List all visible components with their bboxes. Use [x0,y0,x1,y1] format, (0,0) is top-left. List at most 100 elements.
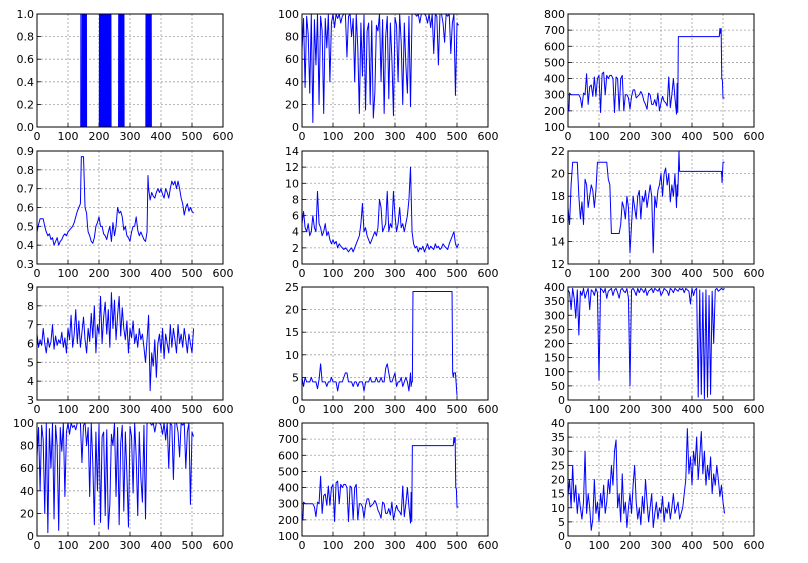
subplot-1: 0 100 200 300 400 500 600 0.0 0.2 0.4 0.6 0.8 1.0 [17,8,234,143]
x-tick-label: 100 [58,403,79,416]
x-tick-label: 300 [120,403,141,416]
y-tick-label: 6 [27,338,34,351]
y-tick-label: 100 [544,121,565,134]
y-tick-label: 6 [292,210,299,223]
x-tick-label: 100 [323,403,344,416]
y-tick-label: 0.4 [17,76,35,89]
y-tick-label: 0 [27,530,34,543]
x-tick-label: 300 [385,267,406,280]
x-tick-label: 0 [299,267,306,280]
x-tick-label: 400 [416,267,437,280]
y-tick-label: 20 [285,304,299,317]
series-line [37,423,195,534]
y-tick-label: 25 [285,281,299,294]
x-tick-label: 0 [34,267,41,280]
y-tick-label: 600 [278,449,299,462]
x-tick-label: 600 [478,267,499,280]
x-tick-label: 500 [182,130,203,143]
x-tick-label: 600 [213,403,234,416]
plot-frame [567,422,755,537]
x-tick-label: 300 [120,539,141,552]
y-tick-label: 12 [285,161,299,174]
y-tick-label: 40 [285,76,299,89]
y-tick-label: 20 [551,168,565,181]
series-line [37,156,194,246]
x-tick-label: 300 [651,539,672,552]
y-tick-label: 350 [544,295,565,308]
y-tick-label: 200 [544,105,565,118]
x-tick-label: 100 [323,267,344,280]
subplot-10: 0 100 200 300 400 500 600 0 20 40 60 80 100 [13,417,234,552]
x-tick-label: 100 [323,539,344,552]
y-tick-label: 8 [27,300,34,313]
plot-frame [301,13,489,128]
y-tick-label: 80 [285,31,299,44]
plot-frame [301,150,489,265]
y-tick-label: 16 [551,213,565,226]
x-tick-label: 600 [213,539,234,552]
x-tick-label: 500 [713,267,734,280]
x-tick-label: 200 [89,403,110,416]
y-tick-label: 100 [278,8,299,21]
x-tick-label: 300 [385,539,406,552]
x-tick-label: 600 [478,130,499,143]
x-tick-label: 200 [89,267,110,280]
plot-frame [301,422,489,537]
y-tick-label: 0.2 [17,98,35,111]
subplot-4: 0 100 200 300 400 500 600 0.3 0.4 0.5 0.6 0.7 0.8 0.9 [17,145,234,280]
x-tick-label: 100 [58,267,79,280]
x-tick-label: 500 [182,267,203,280]
y-tick-label: 1.0 [17,8,35,21]
x-tick-label: 300 [385,403,406,416]
series-line [302,291,458,396]
x-tick-label: 0 [299,130,306,143]
y-tick-label: 25 [551,459,565,472]
y-tick-label: 2 [292,242,299,255]
x-tick-label: 500 [447,539,468,552]
y-tick-label: 300 [544,89,565,102]
y-tick-label: 100 [544,366,565,379]
y-tick-label: 0 [292,394,299,407]
y-tick-label: 60 [285,53,299,66]
y-tick-label: 18 [551,190,565,203]
y-tick-label: 150 [544,352,565,365]
y-tick-label: 0.6 [17,53,35,66]
x-tick-label: 600 [744,539,765,552]
series-line [37,14,196,127]
plot-frame [36,286,224,401]
y-tick-label: 0.6 [17,202,35,215]
y-tick-label: 100 [278,530,299,543]
y-tick-label: 0.9 [17,145,35,158]
y-tick-label: 10 [285,349,299,362]
x-tick-label: 0 [565,539,572,552]
y-tick-label: 200 [278,514,299,527]
x-tick-label: 400 [682,267,703,280]
plot-frame [36,422,224,537]
x-tick-label: 600 [744,267,765,280]
series-line [302,14,459,123]
plot-frame [36,13,224,128]
y-tick-label: 400 [544,281,565,294]
y-tick-label: 5 [558,516,565,529]
subplot-3: 0 100 200 300 400 500 600100200300400500600700… [544,8,765,143]
y-tick-label: 4 [27,375,34,388]
y-tick-label: 0.3 [17,258,35,271]
y-tick-label: 700 [544,24,565,37]
y-tick-label: 800 [544,8,565,21]
y-tick-label: 50 [551,380,565,393]
x-tick-label: 200 [89,539,110,552]
x-tick-label: 500 [447,267,468,280]
x-tick-label: 300 [120,267,141,280]
series-line [302,166,460,253]
y-tick-label: 7 [27,319,34,332]
y-tick-label: 40 [20,485,34,498]
y-tick-label: 15 [285,326,299,339]
x-tick-label: 300 [651,403,672,416]
y-tick-label: 0.0 [17,121,35,134]
subplot-11: 0 100 200 300 400 500 600100200300400500600700… [278,417,499,552]
x-tick-label: 500 [713,539,734,552]
x-tick-label: 100 [58,130,79,143]
x-tick-label: 300 [385,130,406,143]
